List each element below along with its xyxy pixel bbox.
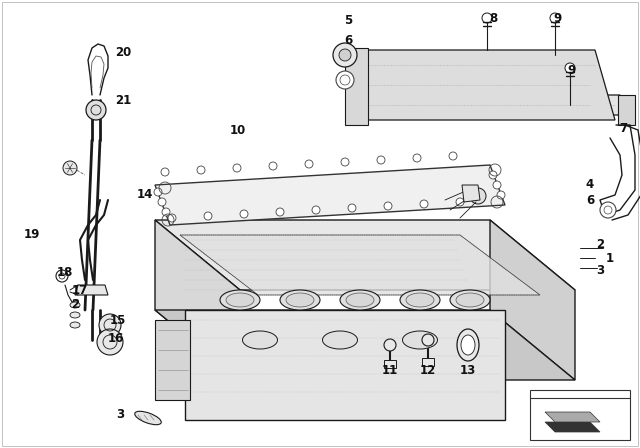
Polygon shape xyxy=(618,95,635,125)
Text: 17: 17 xyxy=(72,284,88,297)
Circle shape xyxy=(154,188,162,196)
Text: 15: 15 xyxy=(110,314,126,327)
Polygon shape xyxy=(462,185,480,202)
Text: 4: 4 xyxy=(586,178,594,191)
Ellipse shape xyxy=(220,290,260,310)
Circle shape xyxy=(348,204,356,212)
Text: 20: 20 xyxy=(115,46,131,59)
Polygon shape xyxy=(155,165,505,225)
Polygon shape xyxy=(345,50,615,120)
Ellipse shape xyxy=(346,293,374,307)
Polygon shape xyxy=(422,358,434,366)
Ellipse shape xyxy=(456,293,484,307)
Polygon shape xyxy=(370,95,625,115)
Circle shape xyxy=(413,154,421,162)
Circle shape xyxy=(63,161,77,175)
Circle shape xyxy=(550,13,560,23)
Polygon shape xyxy=(545,412,600,422)
Polygon shape xyxy=(155,320,190,400)
Polygon shape xyxy=(155,220,575,290)
Circle shape xyxy=(56,270,68,282)
Circle shape xyxy=(449,152,457,160)
Ellipse shape xyxy=(70,302,80,308)
Ellipse shape xyxy=(450,290,490,310)
Circle shape xyxy=(497,191,505,199)
Circle shape xyxy=(565,63,575,73)
Text: 2: 2 xyxy=(71,298,79,311)
Ellipse shape xyxy=(70,322,80,328)
Circle shape xyxy=(97,329,123,355)
Polygon shape xyxy=(185,310,505,420)
Ellipse shape xyxy=(243,331,278,349)
Circle shape xyxy=(312,206,320,214)
Text: 12: 12 xyxy=(420,363,436,376)
Ellipse shape xyxy=(226,293,254,307)
Ellipse shape xyxy=(403,331,438,349)
Circle shape xyxy=(197,166,205,174)
Polygon shape xyxy=(75,285,108,295)
Text: 1: 1 xyxy=(606,251,614,264)
Circle shape xyxy=(204,212,212,220)
Circle shape xyxy=(99,314,121,336)
Text: 6: 6 xyxy=(586,194,594,207)
Text: 11: 11 xyxy=(382,363,398,376)
Circle shape xyxy=(168,214,176,222)
Text: 7: 7 xyxy=(619,121,627,134)
Text: 19: 19 xyxy=(24,228,40,241)
Text: 3: 3 xyxy=(116,409,124,422)
Circle shape xyxy=(276,208,284,216)
Circle shape xyxy=(305,160,313,168)
Text: 10: 10 xyxy=(230,124,246,137)
Text: 14: 14 xyxy=(137,189,153,202)
Text: 9: 9 xyxy=(568,64,576,77)
Circle shape xyxy=(269,162,277,170)
Circle shape xyxy=(422,334,434,346)
Text: 18: 18 xyxy=(57,266,73,279)
Ellipse shape xyxy=(323,331,358,349)
Circle shape xyxy=(377,156,385,164)
Polygon shape xyxy=(545,422,600,432)
Text: 9: 9 xyxy=(553,12,561,25)
Circle shape xyxy=(489,171,497,179)
Circle shape xyxy=(470,188,486,204)
Ellipse shape xyxy=(457,329,479,361)
Circle shape xyxy=(456,198,464,206)
Text: 2: 2 xyxy=(596,238,604,251)
Circle shape xyxy=(162,208,170,216)
Circle shape xyxy=(339,49,351,61)
Text: 5: 5 xyxy=(344,13,352,26)
Polygon shape xyxy=(530,390,630,440)
Polygon shape xyxy=(155,310,575,380)
Circle shape xyxy=(161,168,169,176)
Text: 16: 16 xyxy=(108,332,124,345)
Polygon shape xyxy=(155,220,240,380)
Text: 3: 3 xyxy=(596,263,604,276)
Ellipse shape xyxy=(461,335,475,355)
Polygon shape xyxy=(384,360,396,368)
Text: 6: 6 xyxy=(344,34,352,47)
Text: 13: 13 xyxy=(460,363,476,376)
Circle shape xyxy=(333,43,357,67)
Circle shape xyxy=(420,200,428,208)
Circle shape xyxy=(336,71,354,89)
Ellipse shape xyxy=(400,290,440,310)
Circle shape xyxy=(86,100,106,120)
Circle shape xyxy=(341,158,349,166)
Ellipse shape xyxy=(286,293,314,307)
Ellipse shape xyxy=(70,312,80,318)
Circle shape xyxy=(482,13,492,23)
Polygon shape xyxy=(180,235,540,295)
Text: 8: 8 xyxy=(489,12,497,25)
Circle shape xyxy=(600,202,616,218)
Ellipse shape xyxy=(280,290,320,310)
Ellipse shape xyxy=(406,293,434,307)
Circle shape xyxy=(158,198,166,206)
Circle shape xyxy=(240,210,248,218)
Circle shape xyxy=(384,339,396,351)
Circle shape xyxy=(384,202,392,210)
Text: 21: 21 xyxy=(115,94,131,107)
Ellipse shape xyxy=(135,411,161,425)
Polygon shape xyxy=(345,48,368,125)
Ellipse shape xyxy=(340,290,380,310)
